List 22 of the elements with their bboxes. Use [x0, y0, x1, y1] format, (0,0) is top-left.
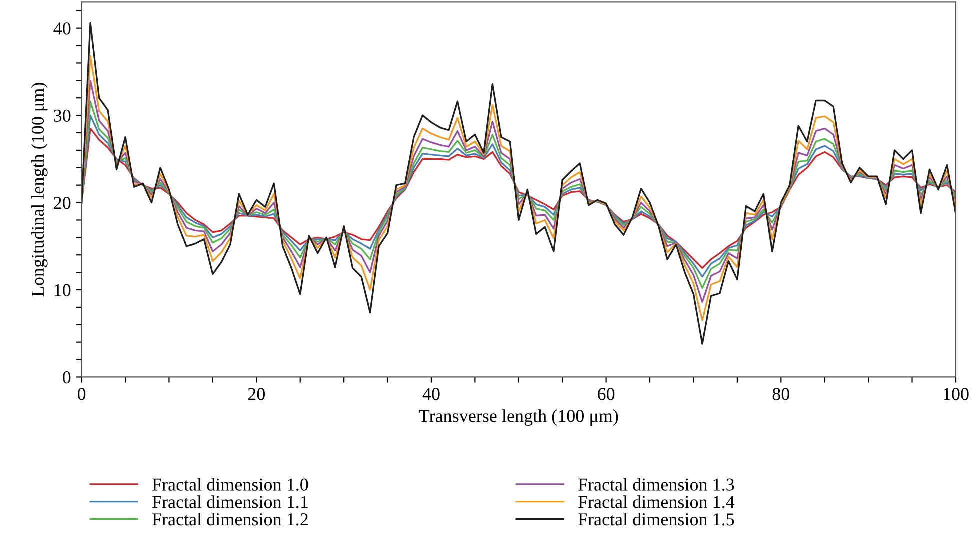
- legend-label: Fractal dimension 1.4: [578, 496, 735, 508]
- legend-label: Fractal dimension 1.0: [152, 478, 308, 491]
- x-tick-label: 0: [78, 388, 86, 400]
- x-tick-label: 100: [944, 388, 969, 400]
- y-tick-label: 10: [54, 284, 71, 296]
- legend-label: Fractal dimension 1.5: [578, 512, 734, 526]
- line-series: [82, 22, 956, 345]
- legend-label: Fractal dimension 1.1: [152, 496, 308, 508]
- line-series: [82, 55, 956, 322]
- legend-label: Fractal dimension 1.3: [578, 478, 734, 491]
- x-axis-title: Transverse length (100 μm): [419, 410, 618, 426]
- y-tick-label: 30: [54, 110, 71, 122]
- y-tick-label: 40: [54, 22, 71, 35]
- line-series: [82, 80, 956, 304]
- y-tick-label: 0: [63, 371, 71, 384]
- x-tick-label: 20: [248, 388, 265, 400]
- x-tick-label: 40: [422, 388, 440, 400]
- y-axis-title: Longitudinal length (100 μm): [31, 83, 48, 297]
- legend-label: Fractal dimension 1.2: [152, 512, 308, 526]
- y-tick-label: 20: [54, 197, 71, 210]
- x-tick-label: 60: [598, 388, 615, 400]
- x-tick-label: 80: [772, 388, 790, 400]
